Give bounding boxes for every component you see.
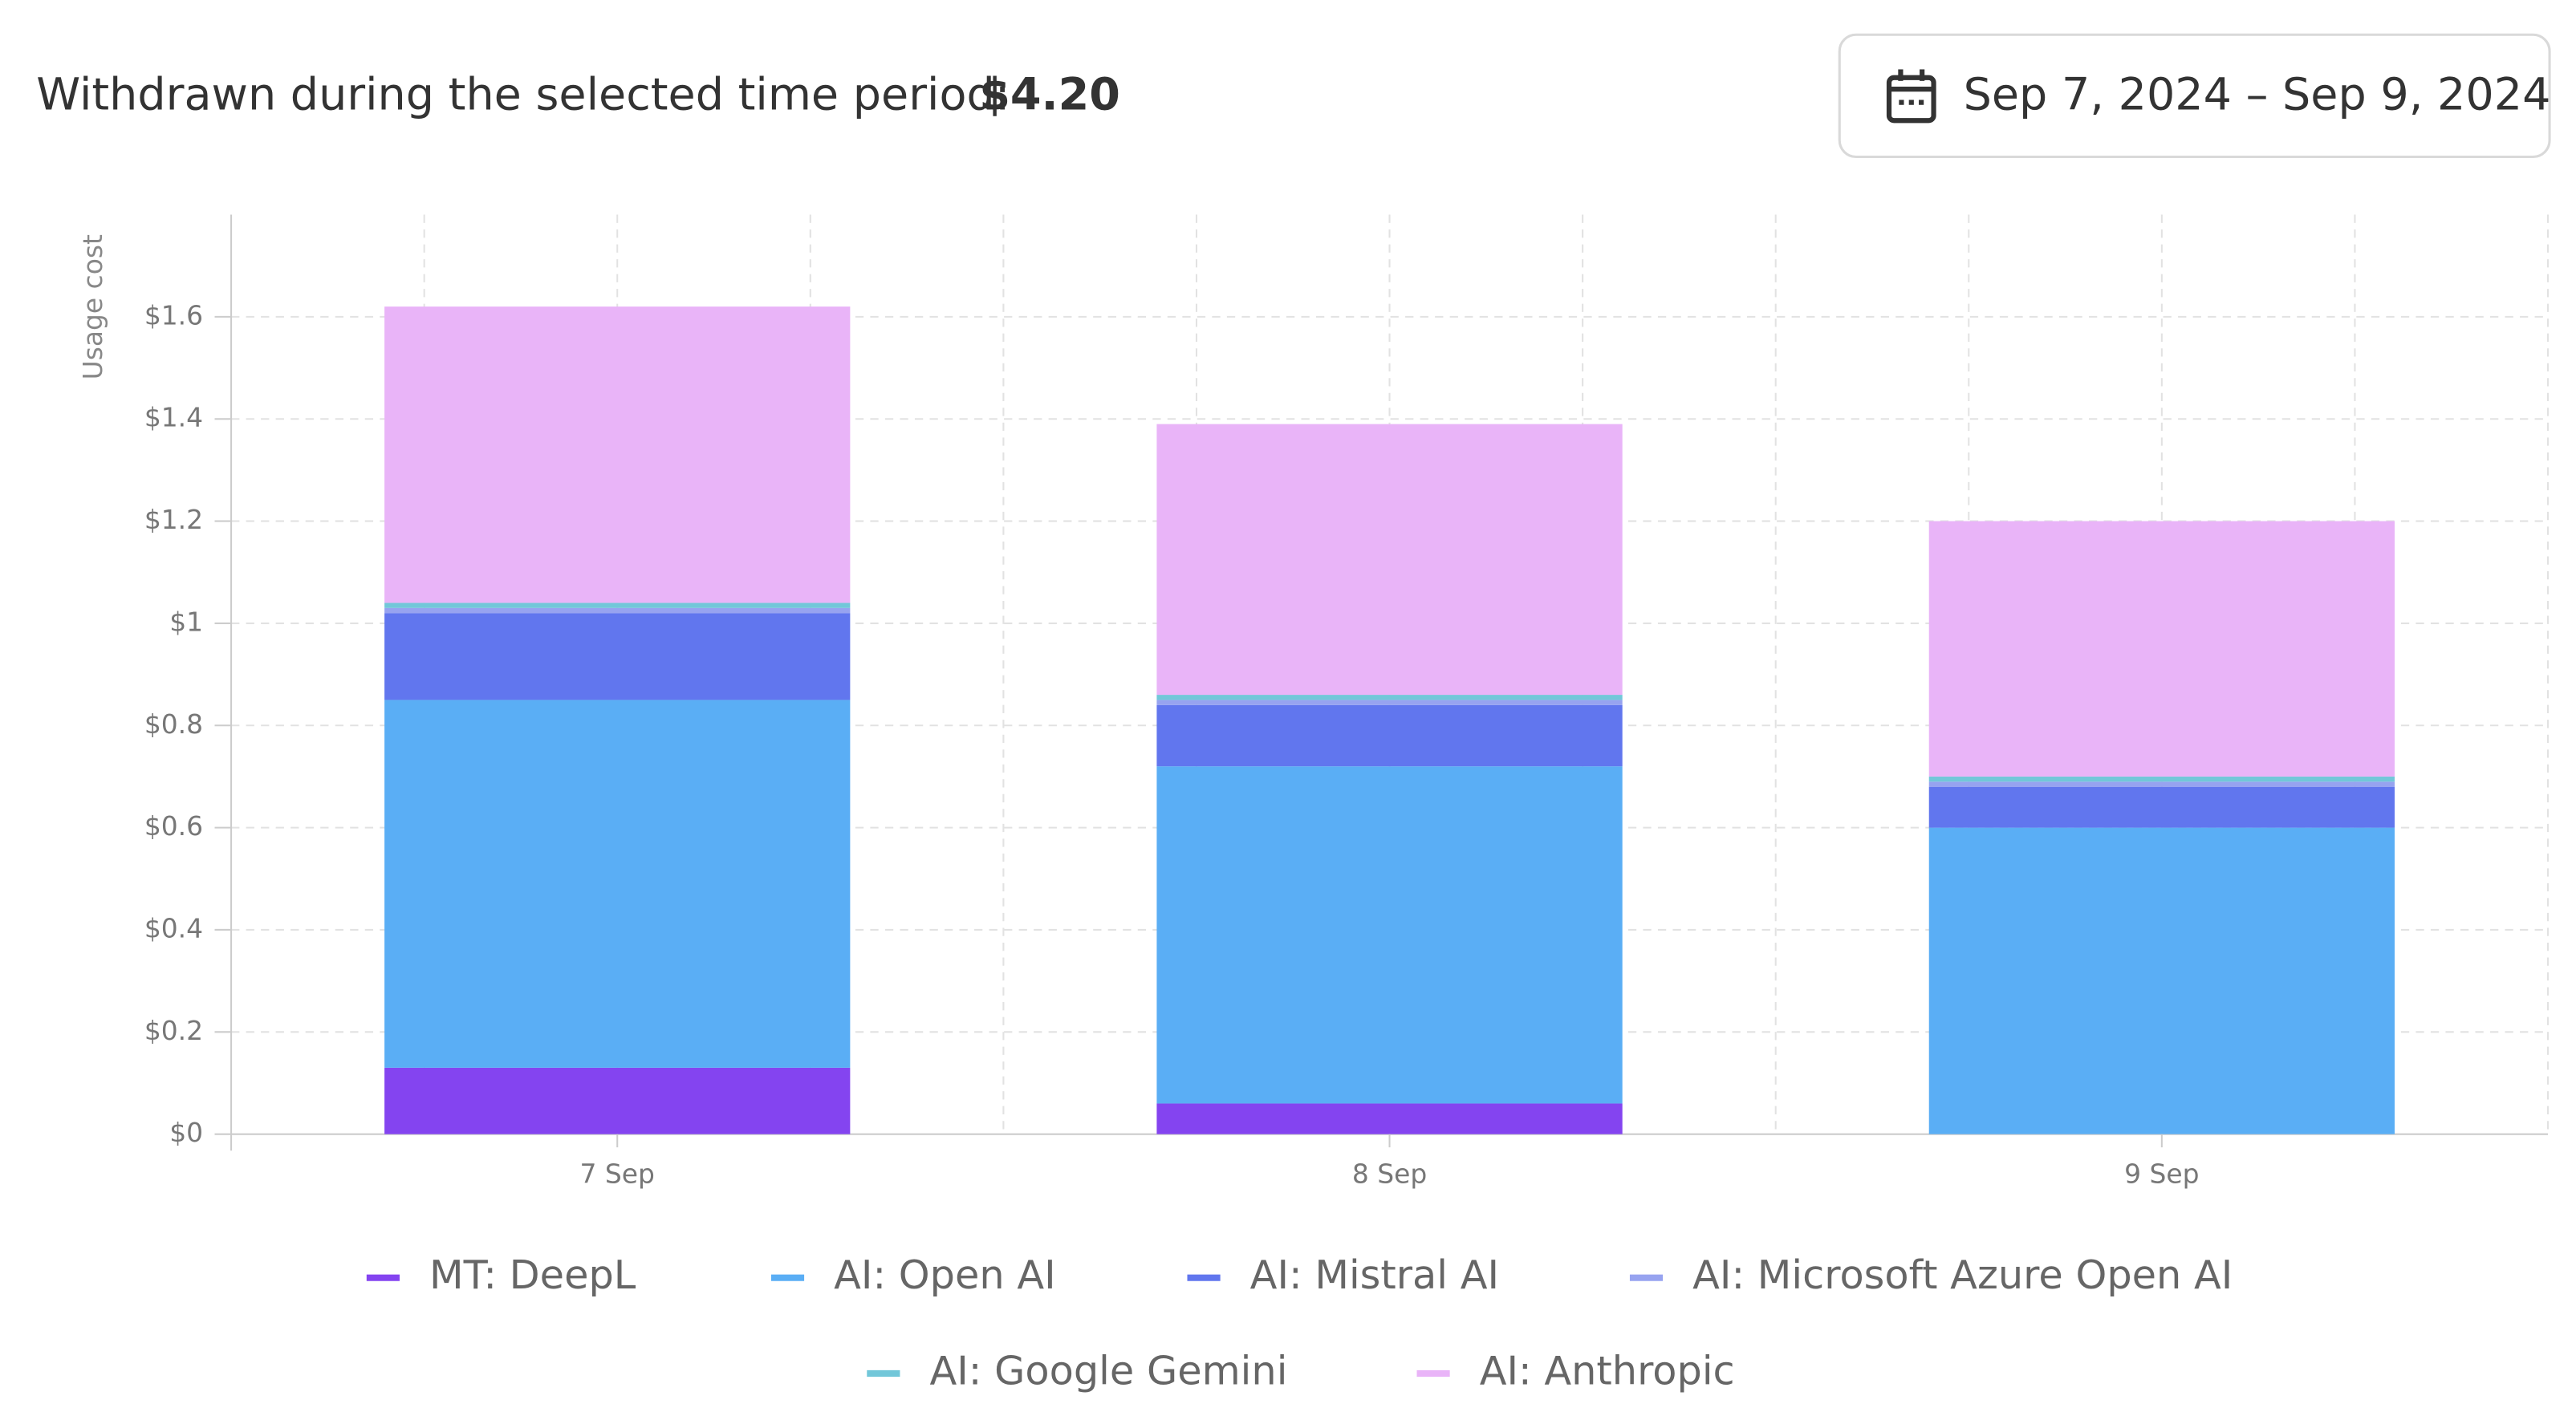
y-tick-label: $0.4 [144, 912, 203, 943]
bar-segment [1928, 521, 2395, 777]
bar-segment [384, 700, 851, 1068]
legend-label: AI: Google Gemini [929, 1348, 1287, 1394]
bar-segment [1156, 424, 1623, 696]
bar-segment [1928, 786, 2395, 828]
bar-segment [384, 607, 851, 614]
bar-segment [1156, 704, 1623, 767]
bar-segment [1156, 766, 1623, 1104]
y-tick-label: $0.8 [144, 708, 203, 740]
legend-label: AI: Mistral AI [1250, 1252, 1499, 1298]
bar-segment [384, 613, 851, 700]
date-picker-box[interactable] [1838, 33, 2551, 159]
withdrawn-label: Withdrawn during the selected time perio… [36, 69, 1010, 121]
bar-segment [1156, 695, 1623, 700]
date-picker[interactable]: Sep 7, 2024 – Sep 9, 2024 [1838, 33, 2551, 159]
y-tick-label: $0.6 [144, 810, 203, 842]
bar-segment [1156, 1103, 1623, 1134]
bar-segment [384, 306, 851, 603]
bar-segment [1928, 781, 2395, 787]
x-tick-label: 8 Sep [1352, 1158, 1427, 1190]
y-tick-label: $0.2 [144, 1015, 203, 1046]
legend-label: AI: Open AI [834, 1252, 1056, 1298]
y-tick-label: $1.4 [144, 402, 203, 433]
legend-label: MT: DeepL [429, 1252, 636, 1298]
bar-segment [1928, 827, 2395, 1134]
x-tick-label: 9 Sep [2124, 1158, 2199, 1190]
bar-segment [384, 1067, 851, 1134]
y-axis-label: Usage cost [77, 234, 108, 379]
y-tick-label: $1 [169, 606, 203, 637]
plot: $0 $0.2 $0.4 $0.6 $0.8 $1 $1.2 $1.4 $1.6 7 Sep 8 S… [144, 214, 2550, 1394]
date-range[interactable]: Sep 7, 2024 – Sep 9, 2024 [1964, 69, 2551, 121]
y-tick-label: $1.6 [144, 299, 203, 331]
legend-label: AI: Microsoft Azure Open AI [1692, 1252, 2233, 1298]
calendar-icon [1886, 69, 1936, 124]
y-tick-label: $1.2 [144, 504, 203, 535]
withdrawn-amount: $4.20 [979, 69, 1120, 121]
x-tick-label: 7 Sep [580, 1158, 655, 1190]
legend-label: AI: Anthropic [1480, 1348, 1735, 1394]
bar-segment [1156, 700, 1623, 705]
bar-segment [384, 603, 851, 608]
bar-segment [1928, 776, 2395, 782]
y-tick-label: $0 [169, 1117, 203, 1148]
